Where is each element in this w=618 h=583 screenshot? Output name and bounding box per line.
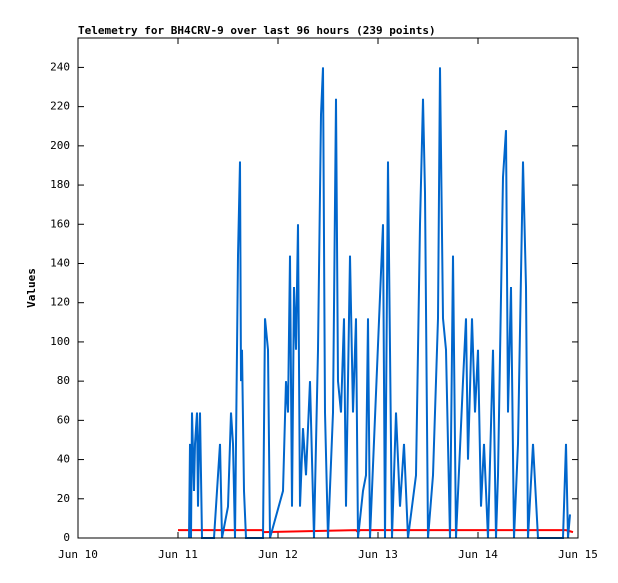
x-tick-label: Jun 14	[458, 548, 498, 561]
y-tick-label: 140	[50, 256, 70, 269]
chart-title: Telemetry for BH4CRV-9 over last 96 hour…	[78, 24, 436, 37]
x-tick-label: Jun 11	[158, 548, 198, 561]
y-axis-label: Values	[25, 268, 38, 308]
plot-border	[77, 37, 579, 539]
y-tick-label: 100	[50, 335, 70, 348]
series-line	[188, 67, 571, 539]
y-tick-label: 60	[57, 413, 70, 426]
y-tick-label: 120	[50, 296, 70, 309]
y-tick-label: 20	[57, 492, 70, 505]
y-tick-label: 200	[50, 139, 70, 152]
y-tick-label: 0	[63, 531, 70, 544]
y-tick-label: 240	[50, 60, 70, 73]
x-tick-label: Jun 12	[258, 548, 298, 561]
x-tick-label: Jun 10	[58, 548, 98, 561]
x-tick-label: Jun 13	[358, 548, 398, 561]
y-tick-label: 160	[50, 217, 70, 230]
y-tick-label: 180	[50, 178, 70, 191]
y-tick-label: 40	[57, 453, 70, 466]
y-tick-label: 220	[50, 100, 70, 113]
y-tick-label: 80	[57, 374, 70, 387]
x-tick-label: Jun 15	[558, 548, 598, 561]
